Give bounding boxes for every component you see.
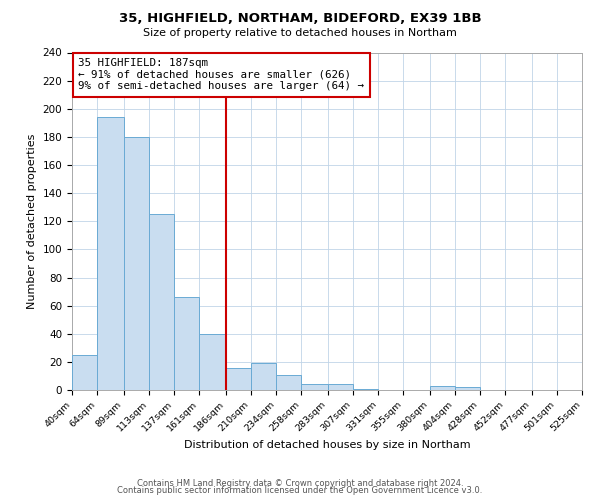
Y-axis label: Number of detached properties: Number of detached properties	[27, 134, 37, 309]
Bar	[276, 374, 301, 390]
Text: Contains public sector information licensed under the Open Government Licence v3: Contains public sector information licen…	[118, 486, 482, 495]
X-axis label: Distribution of detached houses by size in Northam: Distribution of detached houses by size …	[184, 440, 470, 450]
Bar	[430, 386, 455, 390]
Bar	[328, 384, 353, 390]
Bar	[124, 137, 149, 390]
Text: Size of property relative to detached houses in Northam: Size of property relative to detached ho…	[143, 28, 457, 38]
Text: Contains HM Land Registry data © Crown copyright and database right 2024.: Contains HM Land Registry data © Crown c…	[137, 478, 463, 488]
Bar	[174, 297, 199, 390]
Bar	[97, 117, 124, 390]
Bar	[72, 355, 97, 390]
Bar	[226, 368, 251, 390]
Bar	[149, 214, 174, 390]
Bar	[301, 384, 328, 390]
Bar	[251, 364, 276, 390]
Text: 35 HIGHFIELD: 187sqm
← 91% of detached houses are smaller (626)
9% of semi-detac: 35 HIGHFIELD: 187sqm ← 91% of detached h…	[79, 58, 364, 92]
Bar	[353, 388, 378, 390]
Bar	[455, 387, 480, 390]
Text: 35, HIGHFIELD, NORTHAM, BIDEFORD, EX39 1BB: 35, HIGHFIELD, NORTHAM, BIDEFORD, EX39 1…	[119, 12, 481, 26]
Bar	[199, 334, 226, 390]
